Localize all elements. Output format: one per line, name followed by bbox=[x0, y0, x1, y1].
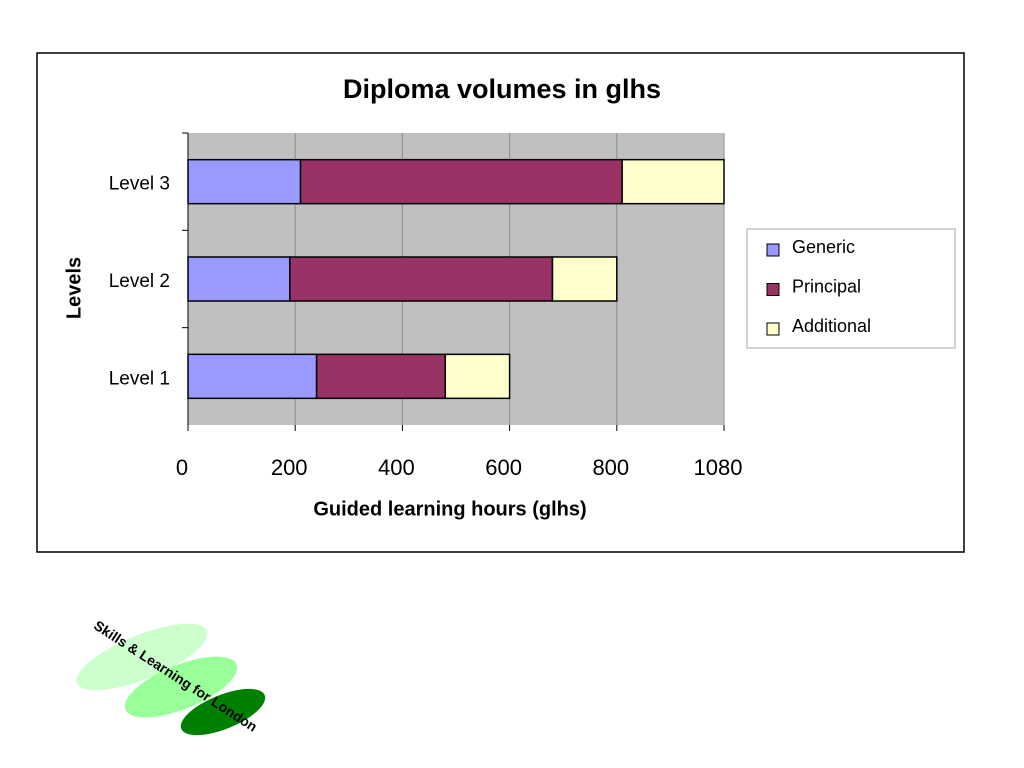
bar-segment bbox=[187, 256, 291, 302]
logo-shape bbox=[180, 688, 266, 736]
bar-segment bbox=[299, 158, 623, 205]
x-tick-label: 600 bbox=[485, 455, 522, 480]
bar-segment bbox=[444, 353, 511, 400]
bar-segment bbox=[289, 256, 554, 302]
legend-box bbox=[746, 228, 956, 349]
chart-title: Diploma volumes in glhs bbox=[343, 74, 661, 104]
logo-shape bbox=[76, 623, 208, 691]
bar-segment bbox=[551, 256, 618, 302]
legend-label: Additional bbox=[792, 316, 871, 336]
x-tick-label: 0 bbox=[176, 455, 188, 480]
y-axis-title: Levels bbox=[63, 257, 85, 319]
logo: Skills & Learning for London bbox=[76, 617, 266, 736]
x-tick-label: 400 bbox=[378, 455, 415, 480]
y-tick-label: Level 1 bbox=[109, 368, 170, 389]
bar-segment bbox=[187, 158, 302, 205]
x-tick-label: 1080 bbox=[694, 455, 743, 480]
legend-label: Generic bbox=[792, 237, 855, 257]
legend-swatch bbox=[766, 243, 780, 257]
legend-swatch bbox=[766, 283, 780, 296]
bar-segment bbox=[187, 353, 318, 400]
legend-swatch bbox=[766, 322, 780, 336]
y-tick-label: Level 3 bbox=[109, 174, 170, 195]
x-axis-title: Guided learning hours (glhs) bbox=[313, 498, 586, 520]
legend: Generic Principal Additional bbox=[746, 228, 956, 349]
bar-segment bbox=[315, 353, 447, 400]
bar-segment bbox=[621, 158, 725, 205]
x-tick-label: 800 bbox=[592, 455, 629, 480]
legend-label: Principal bbox=[792, 276, 861, 296]
logo-shape bbox=[124, 656, 238, 718]
x-tick-label: 200 bbox=[271, 455, 308, 480]
y-tick-label: Level 2 bbox=[109, 271, 170, 292]
